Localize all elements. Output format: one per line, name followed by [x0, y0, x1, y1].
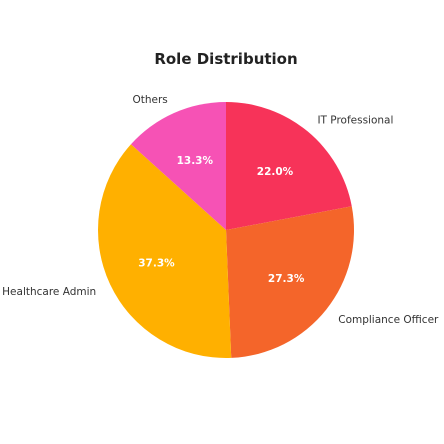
- pie-slice-others: [130, 102, 226, 230]
- pie-labels: 22.0% IT Professional 27.3% Compliance Offi…: [2, 94, 439, 326]
- pie-slice-it-professional: [226, 102, 352, 230]
- chart-title: Role Distribution: [154, 50, 297, 68]
- pie-slices: [97, 102, 355, 358]
- pie-slice-compliance-officer: [226, 206, 355, 358]
- pie-category-label: Compliance Officer: [338, 314, 439, 326]
- pie-pct-label: 22.0%: [257, 166, 294, 178]
- pie-category-label: Others: [132, 94, 167, 106]
- pie-slice-healthcare-admin: [97, 144, 232, 358]
- pie-pct-label: 37.3%: [138, 258, 175, 270]
- pie-pct-label: 27.3%: [268, 273, 305, 285]
- pie-category-label: IT Professional: [317, 115, 393, 127]
- pie-category-label: Healthcare Admin: [2, 286, 96, 298]
- pie-pct-label: 13.3%: [177, 155, 214, 167]
